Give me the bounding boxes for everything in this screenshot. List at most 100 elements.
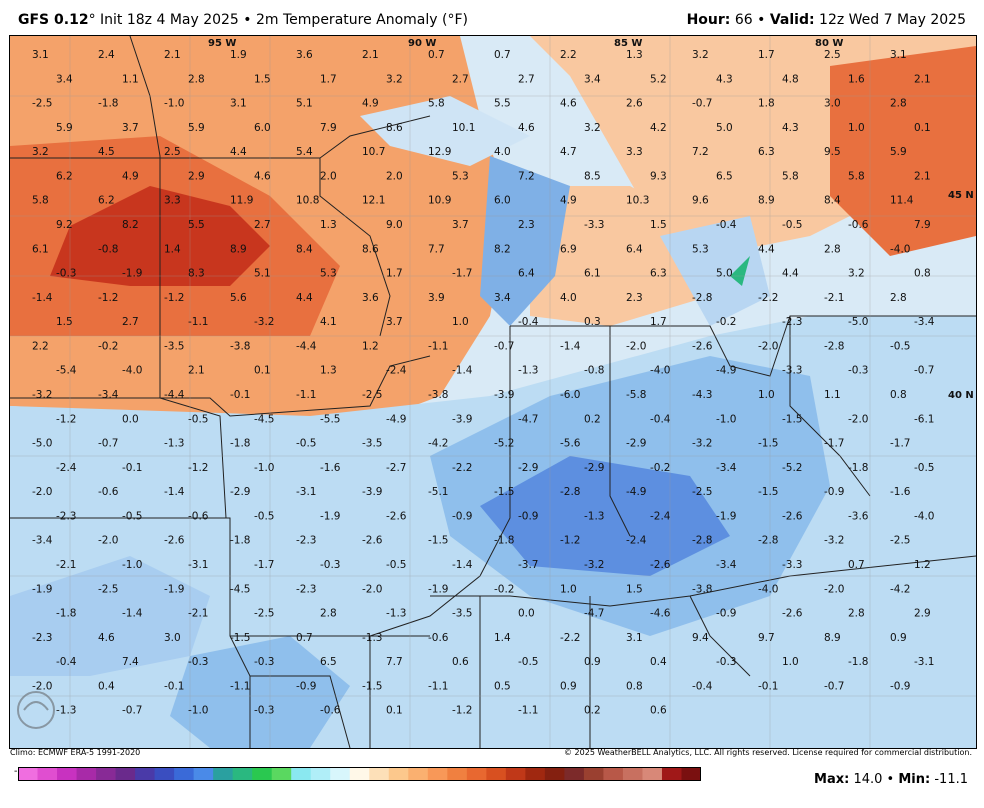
anomaly-value: -5.4 <box>56 365 77 377</box>
anomaly-value: -4.0 <box>122 365 143 377</box>
anomaly-value: 3.7 <box>122 122 139 134</box>
anomaly-value: -0.3 <box>188 656 209 668</box>
anomaly-value: 8.9 <box>824 632 841 644</box>
anomaly-value: 5.1 <box>296 98 313 110</box>
anomaly-value: -0.9 <box>518 510 539 522</box>
anomaly-value: 2.8 <box>824 243 841 255</box>
anomaly-value: 1.3 <box>320 365 337 377</box>
min-value: -11.1 <box>934 772 968 787</box>
hour-value: 66 <box>734 12 753 28</box>
anomaly-value: 4.2 <box>650 122 667 134</box>
anomaly-value: -1.2 <box>188 462 209 474</box>
anomaly-value: 1.2 <box>914 559 931 571</box>
anomaly-value: -0.2 <box>650 462 671 474</box>
anomaly-value: -4.0 <box>758 583 779 595</box>
anomaly-value: 9.6 <box>692 195 709 207</box>
anomaly-value: -5.1 <box>428 486 449 498</box>
color-scale <box>18 767 701 781</box>
anomaly-value: 1.7 <box>320 73 337 85</box>
anomaly-value: 3.3 <box>164 195 181 207</box>
anomaly-value: -0.2 <box>494 583 515 595</box>
anomaly-value: -5.2 <box>494 438 515 450</box>
anomaly-value: -4.9 <box>716 365 737 377</box>
anomaly-value: -0.3 <box>254 705 275 717</box>
product-name: 2m Temperature Anomaly ( <box>256 12 448 28</box>
anomaly-value: 5.8 <box>848 170 865 182</box>
anomaly-value: 3.1 <box>626 632 643 644</box>
anomaly-value: 6.9 <box>560 243 577 255</box>
scale-swatch <box>57 767 78 781</box>
anomaly-value: 0.9 <box>560 680 577 692</box>
scale-swatch <box>408 767 429 781</box>
anomaly-value: -1.4 <box>164 486 185 498</box>
anomaly-value: 4.9 <box>560 195 577 207</box>
scale-swatch <box>232 767 253 781</box>
anomaly-value: 3.2 <box>386 73 403 85</box>
anomaly-value: -1.9 <box>320 510 341 522</box>
anomaly-value: 4.6 <box>560 98 577 110</box>
anomaly-value: -3.2 <box>692 438 713 450</box>
anomaly-value: 1.6 <box>848 73 865 85</box>
anomaly-value: -1.0 <box>716 413 737 425</box>
anomaly-values: 3.1 2.4 2.1 1.9 3.6 2.1 0.7 0.7 2.2 1.3 3.2 1.7 2.5 3… <box>32 49 935 717</box>
anomaly-value: -2.5 <box>98 583 119 595</box>
anomaly-value: 10.7 <box>362 146 385 158</box>
scale-swatch <box>291 767 312 781</box>
scale-swatch <box>135 767 156 781</box>
anomaly-value: 2.2 <box>560 49 577 61</box>
anomaly-value: -2.3 <box>56 510 77 522</box>
anomaly-value: -0.2 <box>98 340 119 352</box>
anomaly-value: -1.7 <box>890 438 911 450</box>
anomaly-value: -4.0 <box>914 510 935 522</box>
anomaly-value: -2.4 <box>626 535 647 547</box>
anomaly-value: 5.5 <box>188 219 205 231</box>
anomaly-value: -1.7 <box>452 268 473 280</box>
anomaly-value: -2.9 <box>584 462 605 474</box>
scale-swatch <box>96 767 117 781</box>
scale-swatch <box>661 767 682 781</box>
anomaly-value: 0.3 <box>584 316 601 328</box>
anomaly-value: 6.0 <box>494 195 511 207</box>
anomaly-value: -6.1 <box>914 413 935 425</box>
anomaly-value: 2.7 <box>122 316 139 328</box>
anomaly-value: -2.6 <box>692 340 713 352</box>
anomaly-value: -0.9 <box>296 680 317 692</box>
anomaly-value: 3.2 <box>32 146 49 158</box>
anomaly-value: 5.6 <box>230 292 247 304</box>
anomaly-value: -0.5 <box>188 413 209 425</box>
anomaly-value: -2.0 <box>758 340 779 352</box>
anomaly-value: 2.8 <box>890 98 907 110</box>
anomaly-value: -3.4 <box>716 462 737 474</box>
anomaly-value: 3.2 <box>692 49 709 61</box>
anomaly-value: 3.1 <box>230 98 247 110</box>
anomaly-value: 4.1 <box>320 316 337 328</box>
anomaly-value: -2.1 <box>188 608 209 620</box>
warm-zone-michigan <box>530 186 710 326</box>
anomaly-value: -1.9 <box>428 583 449 595</box>
anomaly-value: 1.5 <box>650 219 667 231</box>
map-canvas: 95 W 90 W 85 W 80 W 45 N40 N 3.1 2.4 2.1 1.9 3.… <box>10 36 976 748</box>
anomaly-value: -0.3 <box>320 559 341 571</box>
anomaly-value: -1.1 <box>518 705 539 717</box>
anomaly-value: -3.4 <box>716 559 737 571</box>
anomaly-value: -0.9 <box>452 510 473 522</box>
valid-label: Valid: <box>769 12 815 28</box>
anomaly-value: 1.3 <box>320 219 337 231</box>
anomaly-value: -0.5 <box>386 559 407 571</box>
anomaly-value: 9.4 <box>692 632 709 644</box>
anomaly-value: 7.9 <box>320 122 337 134</box>
anomaly-value: -1.5 <box>758 438 779 450</box>
anomaly-value: 3.6 <box>362 292 379 304</box>
scale-swatch <box>622 767 643 781</box>
anomaly-value: 9.0 <box>386 219 403 231</box>
anomaly-value: 12.9 <box>428 146 451 158</box>
anomaly-value: -3.9 <box>362 486 383 498</box>
anomaly-value: -0.6 <box>320 705 341 717</box>
anomaly-value: 0.8 <box>626 680 643 692</box>
anomaly-value: -3.4 <box>914 316 935 328</box>
anomaly-value: 1.7 <box>386 268 403 280</box>
anomaly-value: -2.1 <box>56 559 77 571</box>
anomaly-value: 11.9 <box>230 195 253 207</box>
anomaly-value: -3.3 <box>782 365 803 377</box>
anomaly-value: -1.9 <box>32 583 53 595</box>
